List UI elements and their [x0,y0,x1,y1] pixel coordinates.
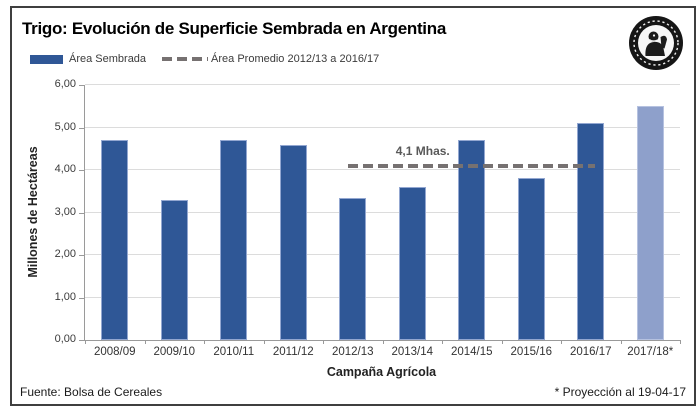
y-axis-tick [79,255,84,256]
y-tick-label: 5,00 [54,120,76,133]
x-tick-label: 2010/11 [213,346,255,358]
bar-2008-09 [101,140,129,340]
bar-2014-15 [458,140,486,340]
y-axis-tick [79,212,84,214]
legend-series-label: Área Sembrada [69,53,147,65]
x-axis-tick [501,340,503,344]
projection-note: * Proyección al 19-04-17 [554,385,686,399]
bar-2012-13 [339,198,367,340]
x-tick-label: 2016/17 [569,346,612,358]
legend: Área Sembrada Área Promedio 2012/13 a 20… [30,52,379,66]
bar-2009-10 [160,200,188,340]
average-line-annotation: 4,1 Mhas. [395,143,450,158]
gridline [85,84,680,85]
x-axis-tick [561,340,562,344]
x-axis-tick [204,340,205,344]
gridline [85,126,680,128]
y-tick-label: 4,00 [54,163,76,175]
x-tick-label: 2009/10 [153,346,196,358]
legend-dash-swatch [162,57,209,61]
x-axis-title: Campaña Agrícola [326,365,437,379]
gridline [85,169,680,170]
x-axis-tick [323,340,324,344]
bolsa-de-cereales-emblem-icon [629,16,683,70]
legend-bar-swatch [30,54,63,64]
legend-average-label: Área Promedio 2012/13 a 2016/17 [211,53,380,65]
y-tick-label: 0,00 [54,333,76,345]
x-tick-label: 2015/16 [510,346,553,358]
x-tick-label: 2011/12 [272,346,314,358]
source-note: Fuente: Bolsa de Cereales [20,385,163,399]
x-axis-tick [144,340,146,344]
chart-frame: Trigo: Evolución de Superficie Sembrada … [10,6,696,406]
bar-2013-14 [398,187,426,340]
x-tick-label: 2008/09 [93,346,136,358]
bar-2017-18- [636,106,664,340]
y-axis-tick [79,85,84,86]
y-axis-tick [79,340,84,341]
bolsa-de-cereales-logo [627,14,685,77]
y-tick-label: 6,00 [54,78,76,90]
chart-title: Trigo: Evolución de Superficie Sembrada … [22,19,446,38]
x-tick-label: 2014/15 [450,346,493,358]
x-tick-label: 2013/14 [391,346,434,358]
gridline [85,296,680,298]
plot-area: 4,1 Mhas. 2008/09 2009/10 2010/11 2011/12 20… [84,84,681,358]
x-axis-tick [620,340,622,344]
bar-2016-17 [577,123,605,340]
y-tick-label: 3,00 [54,205,76,218]
x-axis-tick [442,340,443,344]
y-tick-label: 2,00 [54,248,76,260]
x-axis-tick [263,340,265,344]
y-tick-label: 1,00 [54,290,76,303]
x-tick-label: 2017/18* [627,346,674,358]
average-line [347,163,595,168]
gridline [85,211,680,213]
gridline [85,254,680,255]
y-axis-tick [79,170,84,171]
x-axis-tick [382,340,384,344]
bar-2011-12 [279,145,307,340]
x-axis-tick [85,340,86,344]
x-tick-label: 2012/13 [331,346,374,358]
bar-2015-16 [517,178,545,340]
y-axis-tick [79,127,84,129]
bar-2010-11 [220,140,248,340]
x-axis-tick [680,340,681,344]
y-axis-tick [79,297,84,299]
